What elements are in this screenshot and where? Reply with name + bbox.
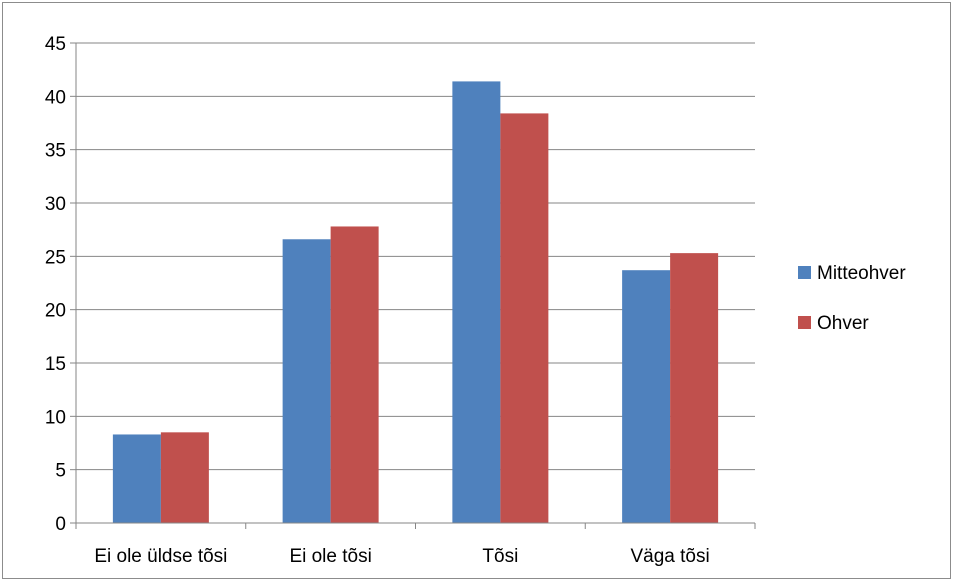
y-tick-label: 25	[45, 247, 66, 268]
y-tick-label: 10	[45, 407, 66, 428]
bar-ohver-2	[500, 113, 549, 524]
x-tick-label: Väga tõsi	[631, 546, 710, 567]
axes	[70, 42, 756, 529]
bar-ohver-3	[670, 253, 719, 523]
y-tick-label: 35	[45, 141, 66, 162]
y-tick-label: 15	[45, 354, 66, 375]
legend-swatch-mitteohver	[798, 266, 811, 279]
bar-mitteohver-0	[112, 434, 161, 523]
legend-swatch-ohver	[798, 316, 811, 329]
bars	[112, 81, 719, 524]
y-tick-label: 0	[55, 514, 66, 535]
bar-ohver-0	[160, 432, 209, 523]
y-tick-label: 20	[45, 301, 66, 322]
legend-label-mitteohver: Mitteohver	[817, 263, 906, 284]
y-tick-label: 40	[45, 87, 66, 108]
x-tick-label: Ei ole üldse tõsi	[94, 546, 227, 567]
x-tick-labels: Ei ole üldse tõsi Ei ole tõsi Tõsi Väga tõs…	[94, 546, 709, 567]
legend: Mitteohver Ohver	[798, 263, 906, 334]
x-tick-label: Tõsi	[482, 546, 518, 567]
x-tick-label: Ei ole tõsi	[289, 546, 371, 567]
bar-mitteohver-2	[452, 81, 501, 524]
bar-ohver-1	[330, 226, 379, 523]
y-tick-label: 30	[45, 194, 66, 215]
legend-label-ohver: Ohver	[817, 313, 869, 334]
y-tick-label: 45	[45, 34, 66, 55]
y-tick-labels: 0 5 10 15 20 25 30 35 40 45	[45, 34, 66, 535]
bar-mitteohver-3	[622, 270, 671, 523]
y-tick-label: 5	[55, 461, 66, 482]
bar-mitteohver-1	[282, 239, 331, 523]
